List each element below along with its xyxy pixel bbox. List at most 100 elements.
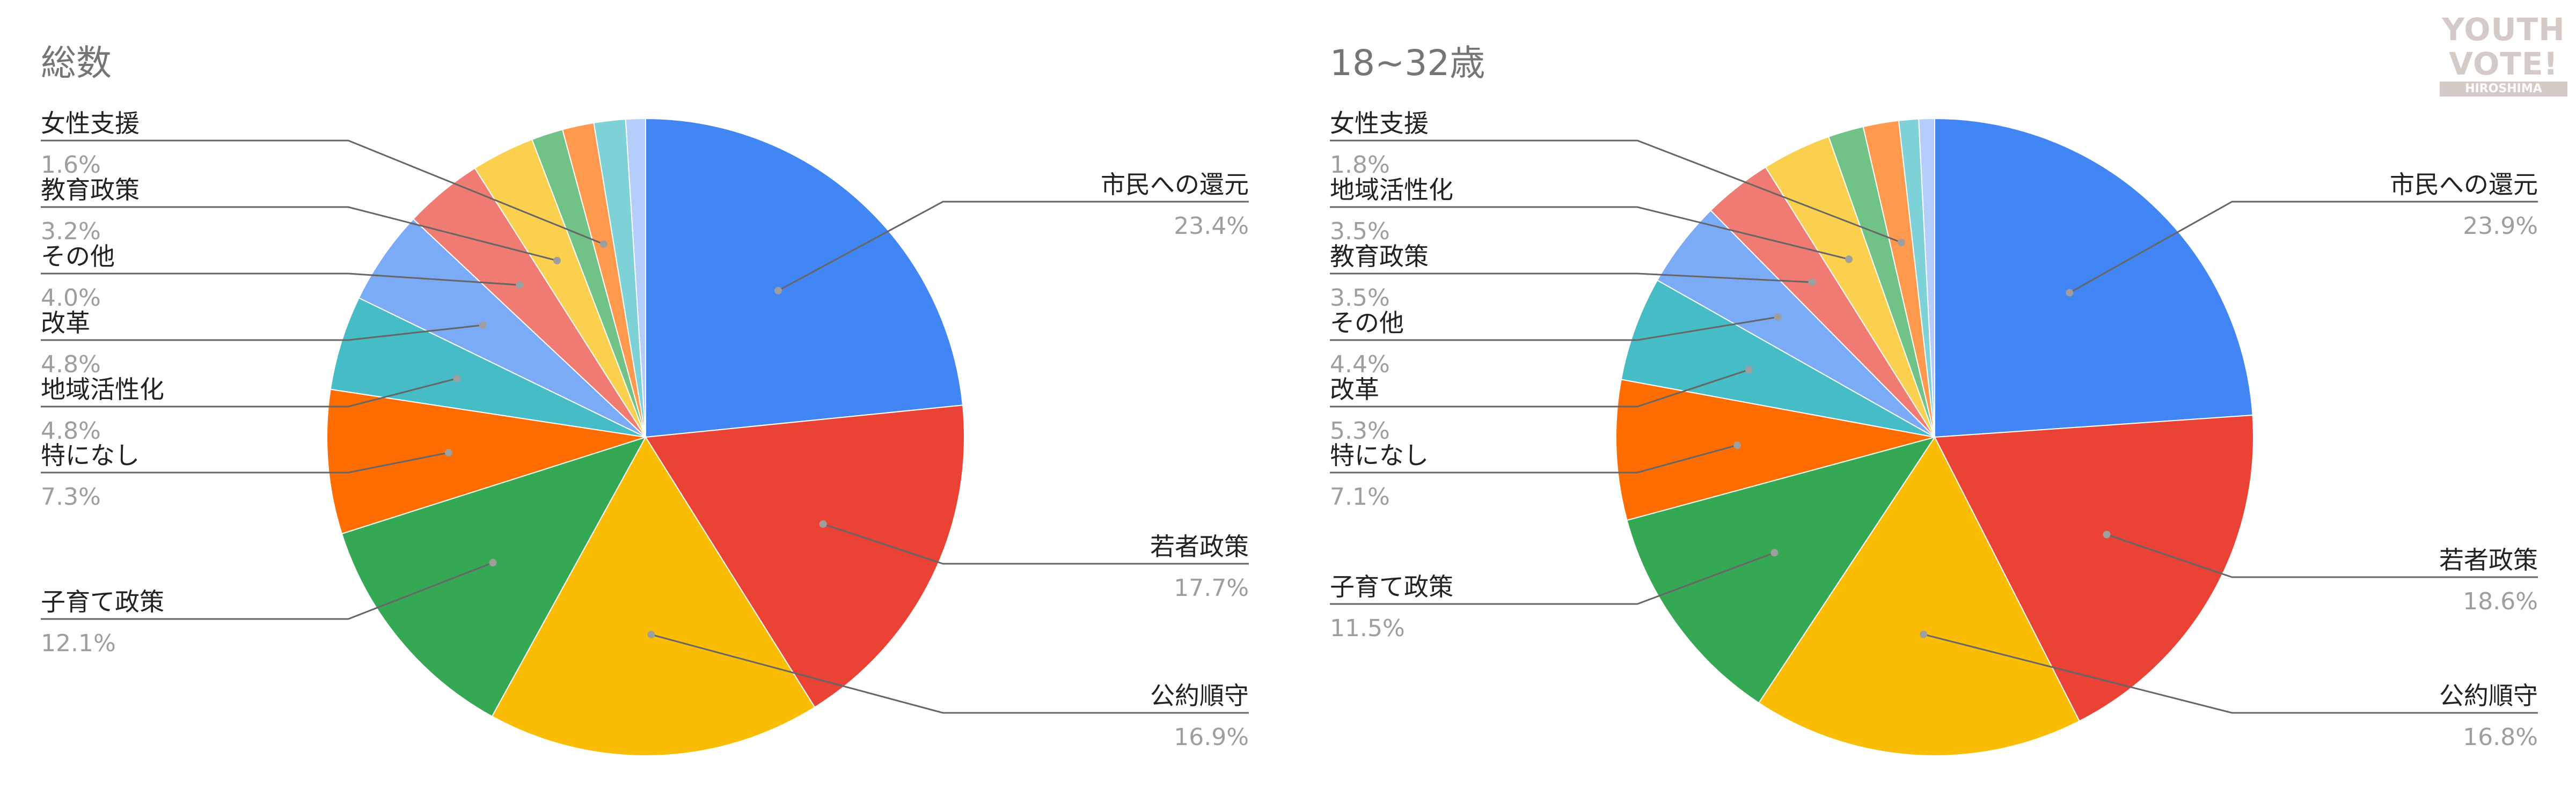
leader-dot — [1897, 239, 1905, 246]
leader-dot — [2103, 530, 2111, 539]
slice-percent: 7.3% — [41, 483, 101, 511]
leader-dot — [599, 240, 608, 248]
slice-label: 特になし — [1330, 441, 1429, 470]
slice-percent: 23.4% — [1174, 212, 1249, 240]
slice-percent: 1.8% — [1330, 151, 1390, 179]
slice-label: 市民への還元 — [1101, 170, 1249, 199]
pie-slices — [326, 117, 965, 756]
leader-line — [41, 139, 604, 245]
slice-percent: 5.3% — [1330, 417, 1390, 445]
leader-line — [651, 633, 1249, 714]
slice-label: 子育て政策 — [1330, 572, 1453, 601]
leader-dot — [2066, 289, 2074, 297]
leader-dot — [819, 520, 827, 528]
slice-percent: 3.5% — [1330, 218, 1390, 245]
leader-dot — [1920, 630, 1928, 638]
pie-slice[interactable] — [1626, 436, 1936, 704]
leader-dot — [1733, 441, 1741, 449]
leader-line — [1330, 552, 1775, 605]
youth-vote-logo: YOUTH VOTE! HIROSHIMA — [2436, 10, 2571, 97]
leader-dot — [1770, 549, 1779, 557]
slice-label: 地域活性化 — [1330, 175, 1453, 204]
slice-label: 改革 — [41, 308, 90, 337]
leader-dot — [489, 558, 497, 566]
leader-dot — [553, 256, 561, 264]
pie-slice[interactable] — [1615, 379, 1935, 521]
leader-line — [41, 452, 449, 474]
pie-slice[interactable] — [1934, 117, 2253, 438]
slice-percent: 17.7% — [1174, 574, 1249, 602]
logo-subtitle: HIROSHIMA — [2440, 82, 2567, 97]
slice-label: 教育政策 — [41, 175, 140, 204]
leader-line — [1923, 633, 2538, 714]
pie-slice[interactable] — [1934, 414, 2254, 722]
pie-slice[interactable] — [358, 218, 646, 438]
slice-label: 特になし — [41, 441, 140, 470]
pie-slice[interactable] — [625, 117, 646, 438]
slice-label: 公約順守 — [1150, 681, 1249, 710]
pie-slice[interactable] — [1758, 436, 2081, 756]
leader-line — [2069, 201, 2538, 294]
slice-percent: 4.8% — [41, 351, 101, 378]
slice-percent: 3.5% — [1330, 284, 1390, 312]
pie-slice[interactable] — [491, 436, 816, 756]
slice-label: 子育て政策 — [41, 587, 164, 616]
pie-slice[interactable] — [645, 404, 965, 708]
slice-label: 若者政策 — [2439, 546, 2538, 574]
leader-line — [1330, 444, 1738, 474]
leader-dot — [453, 374, 461, 382]
slice-percent: 12.1% — [41, 630, 116, 657]
slice-label: 地域活性化 — [41, 375, 164, 404]
slice-percent: 4.8% — [41, 417, 101, 445]
chart-title: 18~32歳 — [1330, 42, 1485, 84]
pie-slice[interactable] — [645, 117, 964, 438]
leader-line — [823, 523, 1249, 565]
slice-label: 改革 — [1330, 375, 1379, 404]
leader-line — [41, 324, 483, 341]
slice-percent: 4.0% — [41, 284, 101, 312]
leader-dot — [516, 281, 524, 289]
leader-dot — [774, 286, 782, 294]
chart-title: 総数 — [41, 42, 112, 84]
pie-slice[interactable] — [1656, 209, 1935, 438]
leader-dot — [1845, 255, 1853, 263]
slice-label: 教育政策 — [1330, 242, 1429, 271]
leader-dot — [1745, 366, 1753, 374]
slice-percent: 3.2% — [41, 218, 101, 245]
leader-line — [1330, 206, 1849, 260]
slice-label: 若者政策 — [1150, 532, 1249, 561]
pie-slice[interactable] — [341, 436, 647, 717]
leader-dot — [444, 448, 452, 456]
leader-line — [41, 562, 494, 620]
pie-labels: 市民への還元 23.9% 若者政策 18.6% 公約順守 16.8% 子育て政策 11.5% 特… — [1330, 109, 2538, 751]
leader-dot — [479, 321, 487, 329]
slice-percent: 16.9% — [1174, 724, 1249, 751]
leader-dot — [1808, 278, 1816, 286]
leader-line — [778, 201, 1249, 292]
slice-percent: 1.6% — [41, 151, 101, 179]
pie-slice[interactable] — [1620, 279, 1935, 438]
logo-line-1: YOUTH — [2442, 11, 2565, 48]
slice-percent: 16.8% — [2463, 724, 2538, 751]
leader-line — [41, 206, 558, 262]
slice-percent: 4.4% — [1330, 351, 1390, 378]
leader-dot — [1774, 313, 1782, 321]
leader-line — [1330, 316, 1778, 341]
leader-line — [1330, 272, 1812, 283]
slice-percent: 7.1% — [1330, 483, 1390, 511]
leader-line — [41, 272, 520, 286]
pie-slices — [1615, 117, 2254, 756]
leader-line — [2106, 534, 2538, 578]
leader-line — [1330, 139, 1902, 244]
logo-line-2: VOTE! — [2449, 46, 2558, 82]
leader-line — [1330, 368, 1750, 408]
slice-label: 女性支援 — [1330, 109, 1429, 138]
slice-label: その他 — [1330, 308, 1404, 337]
pie-slice[interactable] — [1918, 117, 1935, 438]
pie-labels: 市民への還元 23.4% 若者政策 17.7% 公約順守 16.9% 子育て政策 12.1% 特… — [41, 109, 1249, 751]
slice-label: 公約順守 — [2439, 681, 2538, 710]
leader-line — [41, 378, 457, 408]
